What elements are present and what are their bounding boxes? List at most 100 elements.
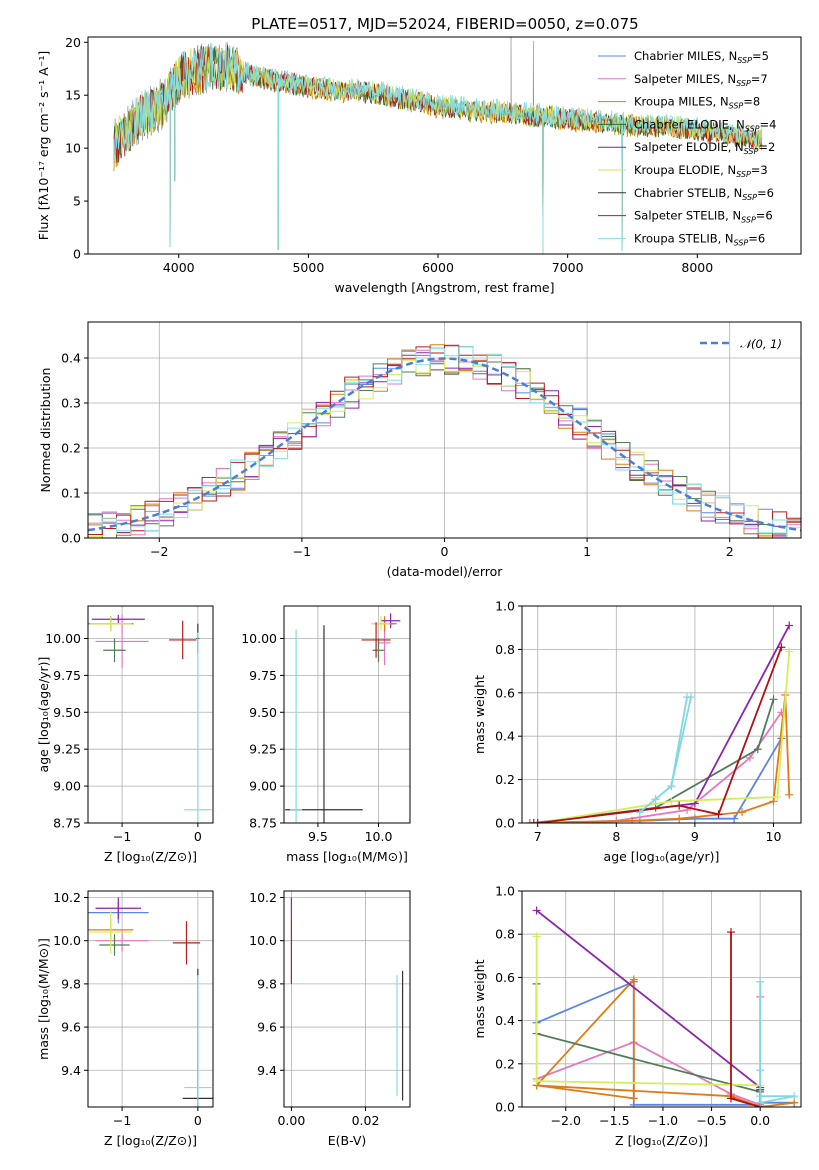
x-tick-label: 5000 [292,260,324,275]
weight-marker-weight_salpeter_elodie [785,621,794,630]
y-tick-label: 10.0 [249,933,277,948]
y-axis-label: mass weight [472,959,487,1038]
y-tick-label: 0.2 [61,441,81,456]
y-axis-label: Flux [fλ10⁻¹⁷ erg cm⁻² s⁻¹ A⁻¹] [36,51,51,240]
y-tick-label: 10.0 [53,933,81,948]
x-tick-label: −2.0 [551,1113,581,1128]
weight-marker-weight_salpeter_stelib [675,801,684,810]
x-tick-label: 2 [726,544,734,559]
x-axis-label: age [log₁₀(age/yr)] [604,849,720,864]
y-tick-label: 0.3 [61,396,81,411]
plot-area-mass_vs_ebv [290,897,404,1101]
histogram-kroupa_stelib [88,346,801,538]
legend-label: Chabrier MILES, NSSP=5 [634,49,769,65]
axes-spine [87,890,214,1108]
plot-area-age_vs_mass [285,613,401,823]
x-tick-label: 0 [441,544,449,559]
x-tick-label: 10.0 [365,829,393,844]
y-tick-label: 0.0 [61,531,81,546]
legend-label: Salpeter ELODIE, NSSP=2 [634,140,775,156]
y-tick-label: 10.00 [45,631,81,646]
weight-marker-weight_chabrier_elodie [769,695,778,704]
x-tick-label: −1 [293,544,311,559]
weight-line-weight_salpeter_elodie [536,909,761,1089]
y-tick-label: 9.25 [249,742,277,757]
y-tick-label: 9.6 [61,1020,81,1035]
weight-line-weight_chabrier_elodie [535,983,762,1107]
x-tick-label: −2 [150,544,168,559]
weight-line-weight_salpeter_stelib [537,646,783,823]
x-tick-label: 1 [583,544,591,559]
weight-marker-weight_kroupa_stelib [686,693,695,702]
x-tick-label: 7000 [552,260,584,275]
weight-marker-weight_kroupa_elodie [532,932,541,941]
x-tick-label: −1 [113,1113,131,1128]
y-axis-label: Normed distribution [38,368,53,493]
y-tick-label: 9.00 [249,779,277,794]
weight-marker-weight_salpeter_miles [745,753,754,762]
weight-marker-weight_kroupa_elodie [773,792,782,801]
weight-marker-weight_kroupa_stelib [651,795,660,804]
weight-marker-weight_salpeter_elodie [529,819,538,823]
weight-marker-weight_kroupa_miles [785,790,794,799]
weight-marker-weight_kroupa_stelib [790,1092,799,1101]
weight-marker-weight_kroupa_miles [629,975,638,984]
y-tick-label: 9.50 [53,705,81,720]
model-spectrum-kroupa_stelib [113,42,763,254]
weight-line-weight_kroupa_stelib [639,696,693,813]
plot-area-age_vs_Z [88,614,212,823]
axes-mass_vs_ebv: 0.00 0.02 9.4 9.6 9.8 10.0 10.2 E(B-V) [249,890,411,1148]
y-tick-label: 0.0 [495,1100,515,1115]
y-tick-label: 9.00 [53,779,81,794]
weight-marker-weight_kroupa_miles [769,797,778,806]
y-tick-label: 9.6 [257,1020,277,1035]
weight-line-weight_salpeter_stelib [730,932,762,1107]
weight-marker-weight_kroupa_stelib [756,977,765,986]
x-axis-label: Z [log₁₀(Z/Z⊙)] [104,849,197,864]
y-axis-label: mass [log₁₀(M/M⊙)] [36,938,51,1060]
y-tick-label: 8.75 [249,816,277,831]
legend-label: Chabrier ELODIE, NSSP=4 [634,117,776,133]
weight-line-weight_kroupa_elodie [537,651,791,823]
x-axis-label: E(B-V) [328,1133,367,1148]
x-tick-label: 8 [612,829,620,844]
y-tick-label: 9.75 [249,668,277,683]
y-axis-label: age [log₁₀(age/yr)] [36,657,51,773]
y-tick-label: 0.2 [495,772,515,787]
weight-marker-weight_kroupa_stelib [667,782,676,791]
weight-marker-weight_salpeter_elodie [532,906,541,915]
plot-area-weight_vs_age [525,621,794,823]
x-tick-label: 0 [194,829,202,844]
x-tick-label: 7 [534,829,542,844]
axes-spine [87,36,802,255]
plot-area-weight_vs_Z [532,906,799,1107]
weight-marker-weight_chabrier_elodie [753,745,762,754]
y-tick-label: 0.4 [61,351,81,366]
weight-marker-weight_salpeter_stelib [714,810,723,819]
x-axis-label: Z [log₁₀(Z/Z⊙)] [104,1133,197,1148]
weight-marker-weight_kroupa_elodie [532,1077,541,1086]
y-tick-label: 9.50 [249,705,277,720]
x-tick-label: 9 [691,829,699,844]
weight-marker-weight_salpeter_stelib [533,819,542,823]
legend-label: Chabrier STELIB, NSSP=6 [634,186,774,202]
y-tick-label: 0.6 [495,970,515,985]
weight-marker-weight_kroupa_elodie [785,647,794,656]
legend-label: Kroupa STELIB, NSSP=6 [634,231,765,247]
x-tick-label: 0.00 [277,1113,305,1128]
x-tick-label: 6000 [422,260,454,275]
y-tick-label: 0.0 [495,816,515,831]
y-tick-label: 9.25 [53,742,81,757]
plot-area-mass_vs_Z [88,897,213,1107]
weight-marker-weight_kroupa_miles [675,814,684,823]
y-tick-label: 5 [73,194,81,209]
axes-age_vs_Z: −1 0 8.75 9.00 9.25 9.50 9.75 10.00 Z [log₁₀(Z/Z… [36,605,214,864]
y-tick-label: 8.75 [53,816,81,831]
axes-spine [87,605,214,824]
axes-age_vs_mass: 9.5 10.0 8.75 9.00 9.25 9.50 9.75 10.00 mass [lo… [241,605,411,864]
axes-weight_vs_Z: −2.0 −1.5 −1.0 −0.5 0.0 0.0 0.2 0.4 0.6 0.8 1.0 Z [… [472,884,802,1148]
y-tick-label: 9.4 [61,1063,81,1078]
weight-line-weight_salpeter_miles [536,996,762,1107]
weight-marker-weight_salpeter_stelib [777,643,786,652]
